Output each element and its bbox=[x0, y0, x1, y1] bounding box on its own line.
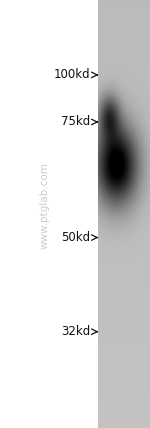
Text: 32kd: 32kd bbox=[61, 325, 91, 338]
Text: 50kd: 50kd bbox=[62, 231, 91, 244]
Text: www.ptglab.com: www.ptglab.com bbox=[40, 162, 50, 249]
Text: 100kd: 100kd bbox=[54, 68, 91, 81]
Text: 75kd: 75kd bbox=[61, 116, 91, 128]
